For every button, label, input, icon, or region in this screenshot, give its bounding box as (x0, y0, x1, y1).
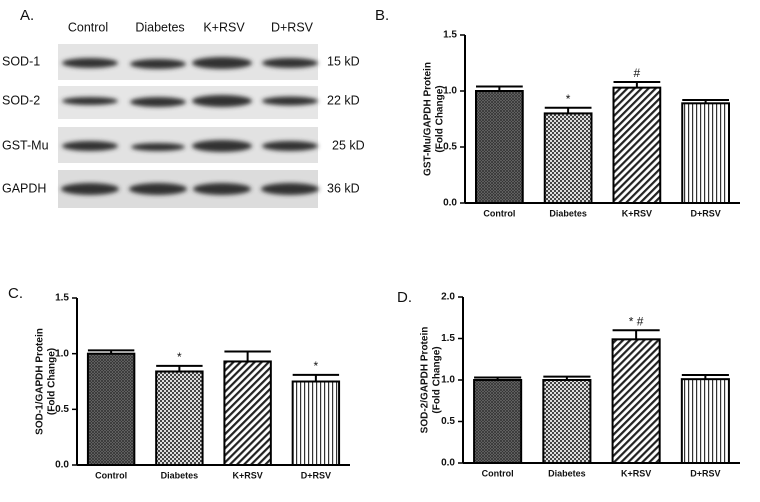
x-tick-label: Control (483, 208, 515, 218)
lane-label: Control (68, 20, 108, 34)
x-tick-label: K+RSV (622, 208, 652, 218)
y-tick-label: 1.5 (441, 333, 455, 344)
significance-mark: * # (629, 314, 644, 328)
y-axis-title: (Fold Change) (435, 85, 446, 152)
bar (542, 379, 592, 464)
y-tick-label: 2.0 (441, 292, 455, 303)
panel-label: B. (375, 7, 389, 24)
bar (611, 338, 661, 464)
size-label: 25 kD (332, 138, 365, 152)
y-tick-label: 1.5 (55, 293, 69, 304)
y-axis-title: SOD-2/GAPDH Protein (420, 327, 431, 434)
bar (475, 90, 524, 204)
significance-mark: * (177, 350, 182, 364)
x-tick-label: Control (95, 470, 127, 480)
significance-mark: * (566, 92, 571, 106)
bar (680, 378, 730, 465)
x-tick-label: K+RSV (232, 470, 262, 480)
y-axis-title: (Fold Change) (47, 348, 58, 415)
bar (473, 379, 523, 464)
bar (223, 360, 272, 466)
lane-label: Diabetes (135, 20, 184, 34)
size-label: 22 kD (327, 93, 360, 107)
y-tick-label: 0.5 (441, 416, 455, 427)
x-tick-label: Diabetes (161, 470, 199, 480)
x-tick-label: Control (482, 468, 514, 478)
panel-label: D. (397, 289, 412, 306)
panel-label: C. (8, 285, 23, 302)
significance-mark: * (314, 359, 319, 373)
x-tick-label: D+RSV (301, 470, 331, 480)
x-tick-label: K+RSV (621, 468, 651, 478)
y-tick-label: 0.0 (443, 198, 457, 209)
protein-label: GST-Mu (2, 138, 49, 152)
panel-label: A. (20, 7, 34, 24)
protein-label: SOD-2 (2, 93, 40, 107)
bar (612, 86, 662, 204)
x-tick-label: Diabetes (548, 468, 586, 478)
lane-label: K+RSV (203, 20, 245, 34)
y-tick-label: 0.5 (443, 142, 457, 153)
protein-label: GAPDH (2, 181, 46, 195)
blot-image (58, 44, 319, 208)
y-tick-label: 0.0 (441, 458, 455, 469)
bar (291, 380, 341, 466)
y-axis-title: (Fold Change) (432, 346, 443, 413)
significance-mark: # (634, 66, 641, 80)
protein-label: SOD-1 (2, 54, 40, 68)
x-tick-label: D+RSV (690, 208, 720, 218)
x-tick-label: D+RSV (690, 468, 720, 478)
size-label: 15 kD (327, 54, 360, 68)
y-tick-label: 0.5 (55, 404, 69, 415)
bar (681, 102, 730, 204)
y-tick-label: 0.0 (55, 460, 69, 471)
x-tick-label: Diabetes (549, 208, 587, 218)
size-label: 36 kD (327, 181, 360, 195)
bar (155, 370, 204, 467)
y-axis-title: SOD-1/GAPDH Protein (35, 328, 46, 435)
lane-label: D+RSV (271, 20, 314, 34)
y-tick-label: 1.0 (441, 375, 455, 386)
bar (86, 352, 136, 466)
y-tick-label: 1.0 (443, 86, 457, 97)
bar (543, 112, 593, 204)
y-tick-label: 1.0 (55, 348, 69, 359)
y-tick-label: 1.5 (443, 30, 457, 41)
y-axis-title: GST-Mu/GAPDH Protein (423, 62, 434, 176)
